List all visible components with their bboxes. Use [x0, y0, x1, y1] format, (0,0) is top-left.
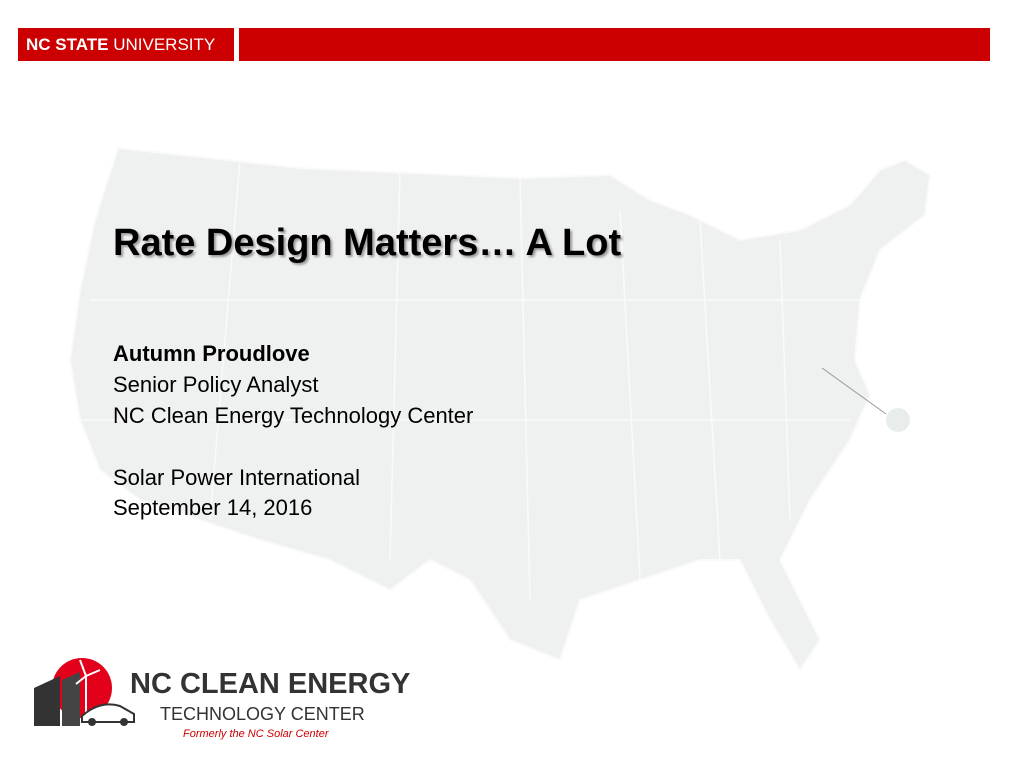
role: Senior Policy Analyst [113, 372, 319, 397]
brand-box [18, 28, 234, 61]
organization: NC Clean Energy Technology Center [113, 403, 474, 428]
us-map [68, 146, 932, 672]
brand-bold: NC STATE [26, 35, 109, 54]
event: Solar Power International [113, 465, 361, 490]
date: September 14, 2016 [113, 495, 313, 520]
title: Rate Design Matters… A Lot [113, 222, 622, 264]
logo-line2: TECHNOLOGY CENTER [160, 704, 365, 724]
state-borders [80, 159, 860, 601]
logo-note: Formerly the NC Solar Center [183, 728, 329, 740]
brand: NC STATE UNIVERSITY [26, 35, 215, 55]
presenter: Autumn Proudlove [113, 341, 310, 366]
brand-light: UNIVERSITY [113, 35, 216, 54]
callout-line [821, 367, 887, 415]
logo-line1: NC CLEAN ENERGY [130, 668, 411, 700]
logo-graphic [34, 658, 135, 726]
header-bar [239, 28, 990, 61]
callout-dot [886, 408, 910, 432]
